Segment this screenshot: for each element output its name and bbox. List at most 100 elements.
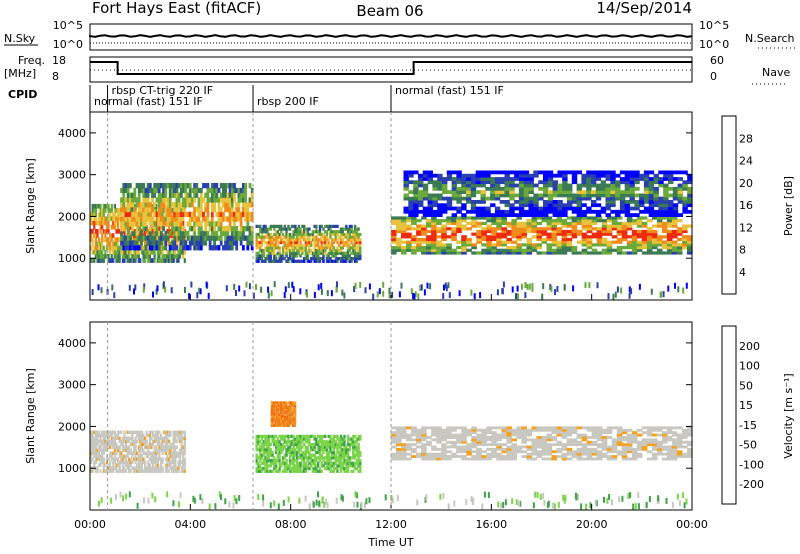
echo-cell (168, 245, 172, 251)
ground-scatter-cell (554, 289, 556, 296)
echo-cell (210, 221, 214, 227)
echo-cell (355, 450, 358, 455)
echo-cell (551, 251, 558, 255)
echo-cell (299, 469, 302, 473)
echo-cell (129, 240, 132, 246)
echo-cell (222, 183, 225, 189)
echo-cell (160, 216, 163, 222)
echo-cell (339, 440, 343, 444)
echo-cell (230, 211, 234, 217)
echo-cell (615, 196, 621, 201)
echo-cell (310, 442, 313, 447)
echo-cell (391, 232, 397, 236)
echo-cell (260, 230, 264, 234)
echo-cell (318, 246, 322, 250)
echo-cell (262, 224, 265, 228)
echo-cell (159, 436, 163, 441)
echo-cell (571, 196, 578, 201)
echo-cell (283, 224, 286, 228)
echo-cell (147, 451, 150, 455)
echo-cell (287, 437, 290, 441)
echo-cell (168, 211, 172, 217)
echo-cell (179, 451, 182, 455)
echo-cell (470, 190, 477, 194)
echo-cell (162, 226, 165, 232)
echo-cell (171, 237, 174, 242)
echo-cell (619, 177, 626, 181)
echo-cell (480, 180, 486, 185)
echo-cell (491, 243, 497, 247)
echo-cell (90, 212, 93, 217)
echo-cell (320, 224, 323, 228)
echo-cell (313, 434, 316, 438)
echo-cell (283, 251, 286, 255)
echo-cell (643, 177, 650, 181)
echo-cell (504, 193, 510, 198)
echo-cell (541, 237, 548, 242)
echo-cell (355, 445, 358, 449)
echo-cell (239, 226, 243, 232)
echo-cell (120, 451, 123, 455)
echo-cell (656, 243, 663, 247)
ground-scatter-cell (528, 283, 531, 290)
echo-cell (345, 467, 348, 471)
echo-cell (262, 448, 265, 452)
echo-cell (486, 246, 492, 250)
echo-cell (485, 180, 491, 185)
echo-cell (159, 448, 163, 452)
echo-cell (339, 227, 343, 231)
echo-cell (281, 405, 283, 408)
echo-cell (341, 230, 344, 234)
echo-cell (341, 442, 344, 447)
echo-cell (122, 226, 126, 232)
echo-cell (90, 436, 93, 441)
echo-cell (317, 230, 320, 234)
echo-cell (332, 259, 336, 263)
echo-cell (336, 434, 339, 438)
echo-cell (155, 216, 159, 222)
echo-cell (99, 208, 102, 213)
echo-cell (313, 445, 316, 449)
echo-cell (359, 469, 362, 473)
echo-cell (528, 180, 534, 185)
echo-cell (269, 442, 272, 447)
echo-cell (509, 193, 515, 198)
echo-cell (596, 219, 603, 223)
echo-cell (486, 240, 492, 244)
echo-cell (94, 445, 97, 449)
echo-cell (331, 461, 334, 465)
echo-cell (586, 224, 593, 228)
echo-cell (676, 248, 683, 252)
echo-cell (634, 186, 640, 191)
echo-cell (353, 232, 357, 237)
echo-cell (278, 249, 281, 253)
echo-cell (177, 216, 181, 222)
echo-cell (224, 192, 227, 198)
echo-cell (188, 245, 192, 251)
ground-scatter-cell (650, 288, 653, 295)
echo-cell (93, 445, 96, 449)
echo-cell (233, 230, 236, 237)
echo-cell (137, 466, 140, 470)
echo-cell (219, 211, 223, 217)
echo-cell (273, 440, 276, 444)
echo-cell (346, 243, 350, 247)
echo-cell (164, 451, 167, 455)
echo-cell (341, 453, 344, 457)
echo-cell (318, 257, 322, 261)
echo-cell (641, 237, 648, 242)
echo-cell (526, 240, 533, 244)
echo-cell (136, 249, 139, 255)
echo-cell (543, 209, 549, 214)
echo-cell (109, 466, 112, 470)
echo-cell (331, 440, 334, 444)
echo-cell (280, 240, 283, 245)
echo-cell (183, 445, 186, 449)
echo-cell (90, 220, 93, 226)
echo-cell (99, 445, 102, 449)
echo-cell (345, 243, 348, 247)
echo-cell (601, 227, 608, 231)
echo-cell (413, 186, 419, 191)
ground-scatter-cell (336, 281, 338, 288)
echo-cell (466, 243, 472, 247)
